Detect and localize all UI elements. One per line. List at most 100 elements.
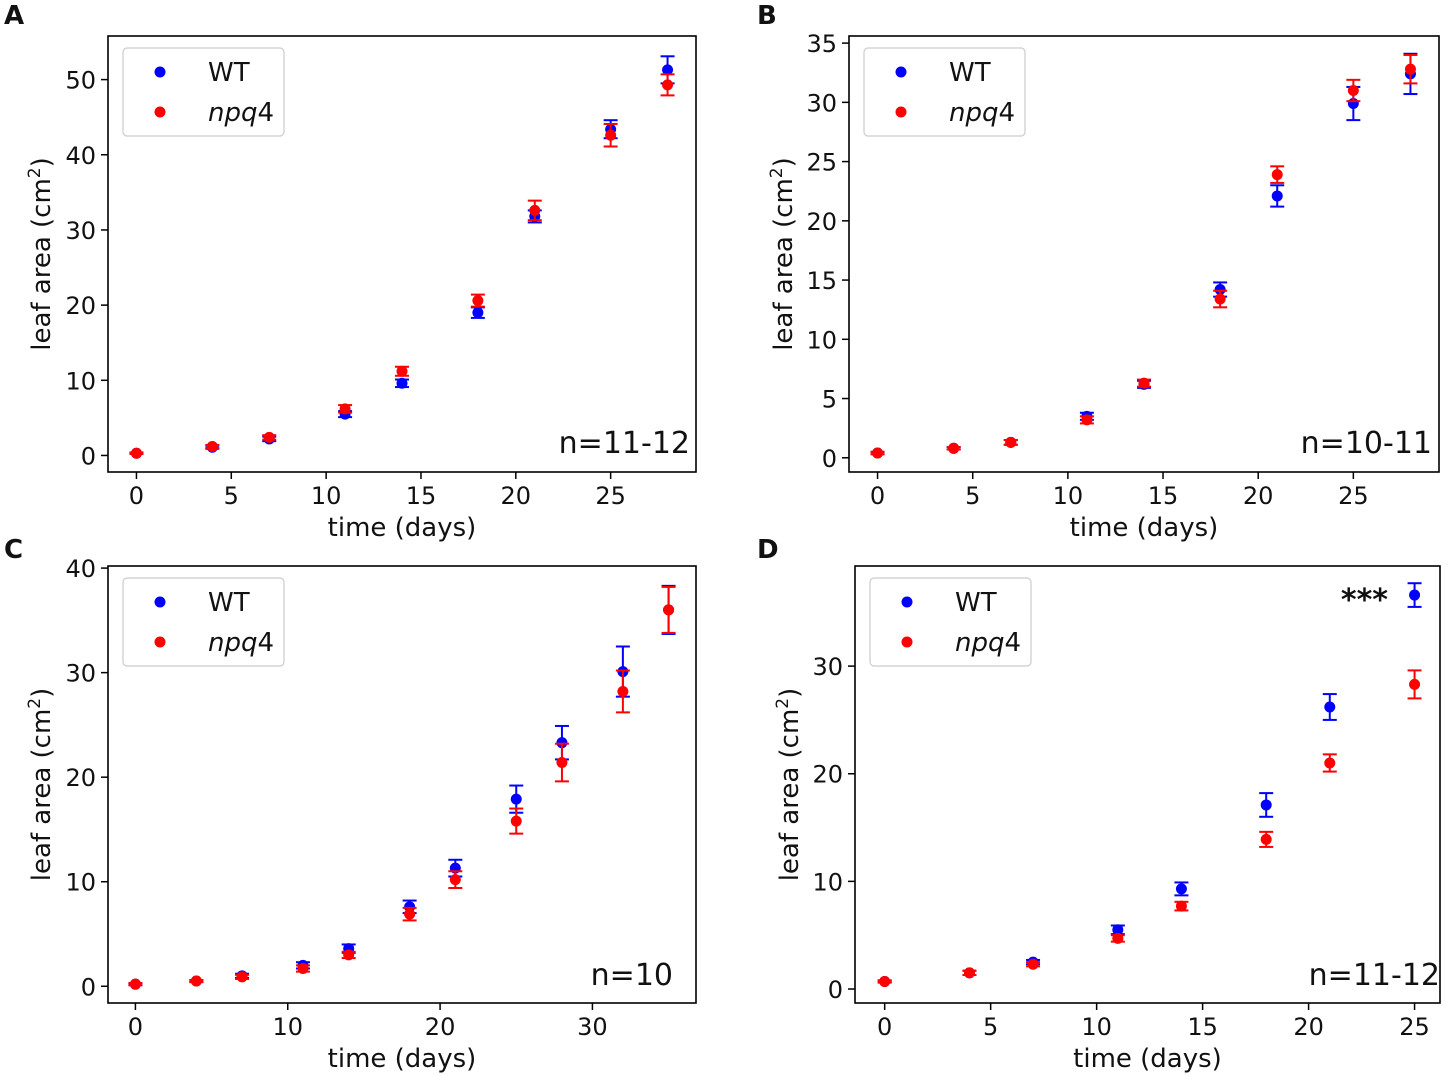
y-tick-label: 30 [812,653,843,681]
x-axis-label: time (days) [1070,513,1219,543]
legend-label: npq4 [955,628,1021,658]
plot-frame [107,35,697,473]
data-point [1175,883,1187,895]
y-tick-label: 5 [822,386,837,414]
panel-label: D [757,535,779,565]
data-point [472,295,484,307]
y-tick-label: 40 [65,142,96,170]
data-point [343,949,355,961]
data-point [449,874,461,886]
legend-label-digit: 4 [258,98,275,128]
x-tick-label: 30 [577,1013,608,1041]
legend-marker [154,106,166,118]
legend-marker [154,66,166,78]
x-tick-label: 25 [595,482,626,510]
x-tick-label: 25 [1399,1013,1430,1041]
data-point [396,365,408,377]
plot-frame [848,35,1440,473]
plot-frame [107,565,697,1004]
y-tick-label: 0 [828,976,843,1004]
legend-label-italic: npq [208,628,258,658]
chart-panel-d: D 0 5 10 15 20 25 0 10 20 30 time (days) leaf area (… [757,535,1441,1074]
legend-marker [154,636,166,648]
x-tick-label: 0 [877,1013,892,1041]
data-point [1260,799,1272,811]
y-tick-label: 10 [65,367,96,395]
series-npq4 [128,585,676,990]
legend-label-italic: npq [949,98,999,128]
data-point [556,737,568,749]
legend-label: WT [955,588,997,618]
chart-panel-c: C 0 10 20 30 0 10 20 30 40 time (days) leaf area (c… [4,535,697,1074]
x-tick-label: 10 [1081,1013,1112,1041]
data-point [1271,190,1283,202]
legend: WT npq4 [869,577,1032,667]
x-tick-label: 0 [128,1013,143,1041]
legend-label: npq4 [949,98,1015,128]
x-tick-label: 15 [1148,482,1179,510]
x-tick-label: 10 [311,482,342,510]
x-tick-label: 5 [965,482,980,510]
y-axis-label: leaf area (cm2) [767,157,799,351]
y-tick-label: 25 [806,149,837,177]
data-point [1409,589,1421,601]
data-point [556,757,568,769]
data-point [1112,924,1124,936]
data-point [130,447,142,459]
legend-label: WT [208,58,250,88]
y-tick-label: 20 [65,292,96,320]
legend-marker [154,596,166,608]
legend-marker [901,636,913,648]
x-tick-label: 20 [501,482,532,510]
data-point [1260,833,1272,845]
sample-size-label: n=10-11 [1301,426,1432,461]
y-axis-label-close: ) [769,157,799,167]
data-point [1347,85,1359,96]
legend: WT npq4 [122,577,285,667]
x-tick-label: 0 [870,482,885,510]
data-point [190,975,202,987]
y-tick-label: 20 [65,764,96,792]
legend-label: npq4 [208,628,274,658]
data-point [206,440,218,452]
significance-label: *** [1341,583,1388,618]
y-tick-label: 10 [65,869,96,897]
legend-label-italic: npq [955,628,1005,658]
data-point [297,963,309,974]
data-point [662,64,674,76]
y-axis-label-close: ) [775,688,805,698]
x-tick-label: 25 [1338,482,1369,510]
x-tick-label: 5 [224,482,239,510]
y-tick-label: 10 [812,868,843,896]
data-point [396,377,408,389]
data-point [472,307,484,319]
x-tick-label: 5 [983,1013,998,1041]
chart-panel-b: B 0 5 10 15 20 25 0 5 10 15 20 25 30 35 time (days) leaf… [757,1,1440,543]
data-point [1081,414,1093,426]
x-tick-label: 15 [406,482,437,510]
y-tick-label: 40 [65,555,96,583]
legend-label-digit: 4 [999,98,1016,128]
legend-label-italic: npq [208,98,258,128]
y-tick-label: 20 [806,208,837,236]
legend-label: WT [208,588,250,618]
y-axis-label: leaf area (cm2) [773,688,805,882]
y-axis-label-superscript: 2 [767,167,787,178]
chart-panel-a: A 0 5 10 15 20 25 0 10 20 30 40 50 time (days) leaf ar… [4,1,697,543]
series-npq4 [870,53,1418,459]
plot-frame [854,565,1441,1004]
x-tick-label: 20 [1293,1013,1324,1041]
sample-size-label: n=11-12 [1309,958,1440,993]
y-axis-label-text: leaf area (cm [27,709,57,882]
data-point [529,204,541,216]
legend-marker [895,66,907,78]
y-tick-label: 0 [81,973,96,1001]
data-point [1409,678,1421,690]
y-axis-label-close: ) [27,688,57,698]
y-tick-label: 20 [812,761,843,789]
legend-label: WT [949,58,991,88]
data-point [1027,958,1039,970]
data-point [963,967,975,979]
panel-label: B [757,1,777,31]
